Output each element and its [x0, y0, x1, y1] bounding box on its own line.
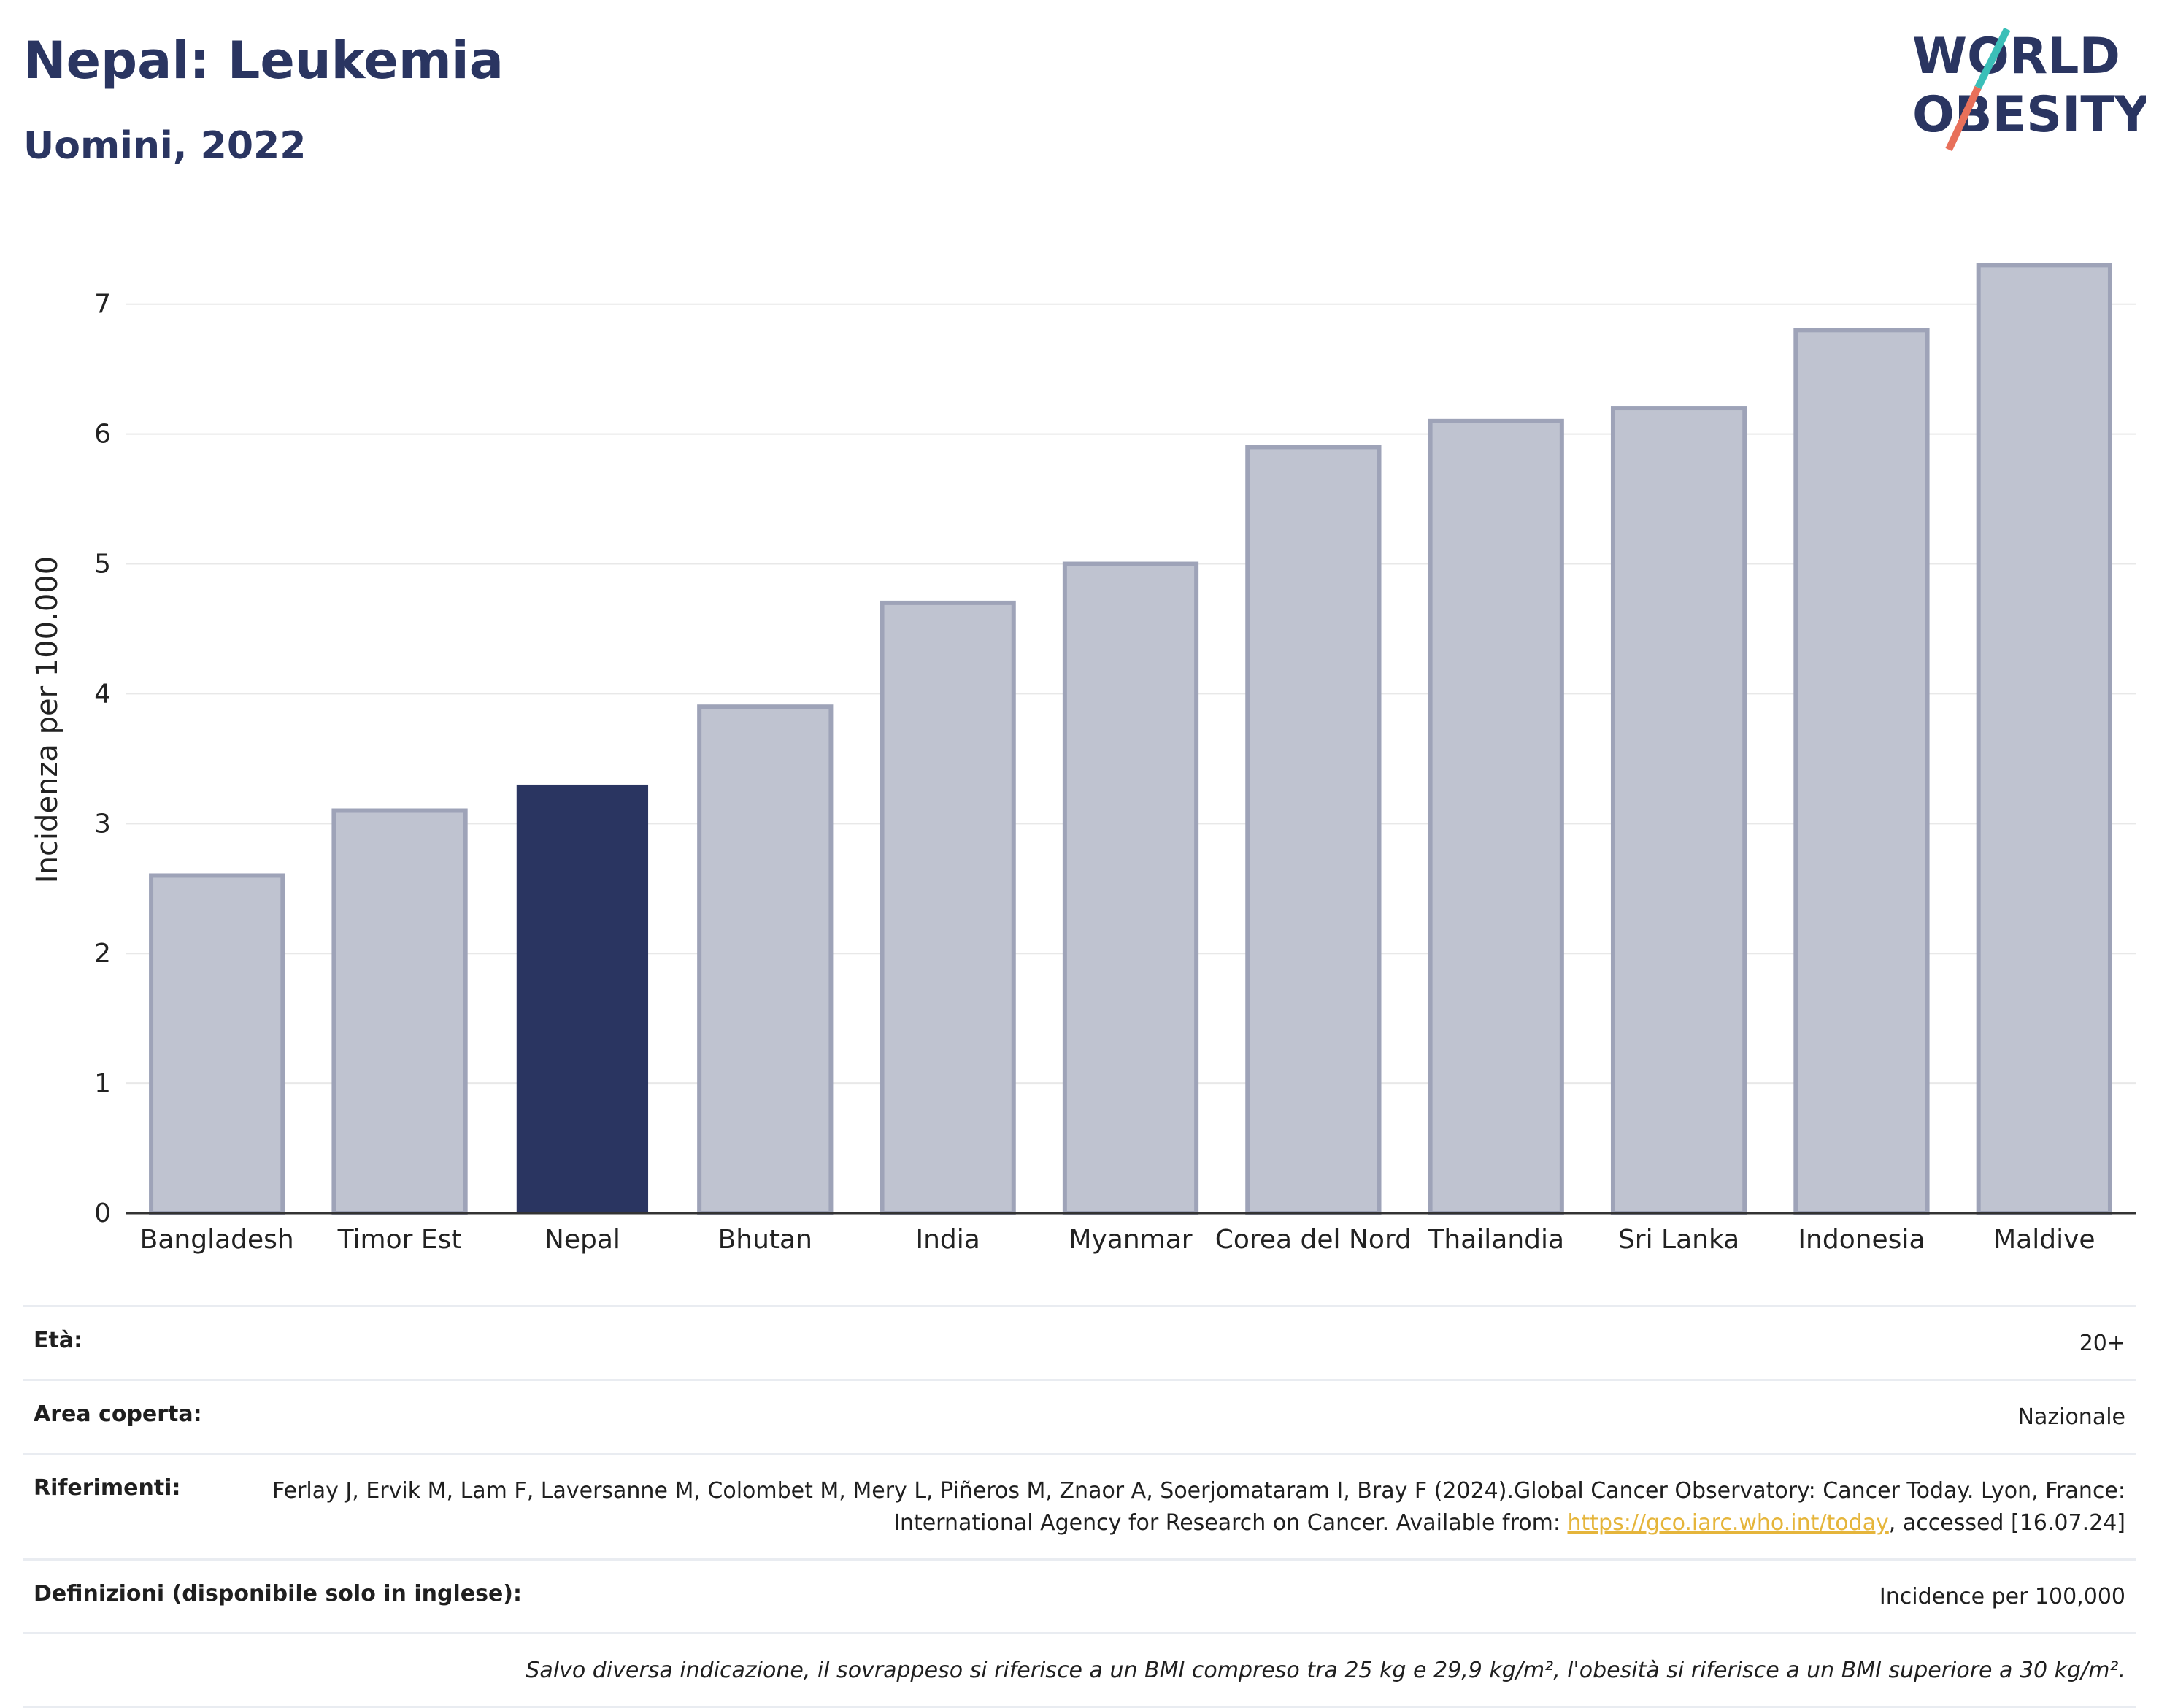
bar-chart: 0 1 2 3 4 5 6 7 Bangladesh Timor Est Nepal Bhutan I… [31, 263, 2136, 1255]
definitions-value: Incidence per 100,000 [1879, 1584, 2125, 1609]
page-title: Nepal: Leukemia [23, 31, 504, 91]
y-axis-ticks: 0 1 2 3 4 5 6 7 [94, 290, 111, 1228]
y-tick-label: 7 [94, 290, 111, 320]
info-row-definitions: Definizioni (disponibile solo in inglese… [23, 1558, 2136, 1632]
area-value: Nazionale [2017, 1404, 2125, 1430]
x-tick-label: Corea del Nord [1215, 1225, 1412, 1255]
age-label: Età: [34, 1328, 83, 1353]
info-table: Età: 20+ Area coperta: Nazionale Riferim… [23, 1305, 2136, 1708]
y-axis-label: Incidenza per 100.000 [31, 556, 64, 883]
x-tick-label: Timor Est [337, 1225, 462, 1255]
bar-nepal [516, 784, 649, 1213]
age-value: 20+ [2079, 1331, 2125, 1356]
logo-line1: WORLD [1912, 28, 2120, 85]
definitions-label: Definizioni (disponibile solo in inglese… [34, 1581, 522, 1607]
world-obesity-logo: WORLD OBESITY [1912, 27, 2146, 152]
x-tick-label: Maldive [1993, 1225, 2095, 1255]
y-tick-label: 0 [94, 1199, 111, 1228]
references-value: Ferlay J, Ervik M, Lam F, Laversanne M, … [209, 1475, 2125, 1539]
x-tick-label: Sri Lanka [1618, 1225, 1739, 1255]
x-tick-label: Bangladesh [140, 1225, 294, 1255]
bar-timor-est [331, 808, 468, 1215]
page-subtitle: Uomini, 2022 [23, 124, 307, 168]
info-row-age: Età: 20+ [23, 1305, 2136, 1379]
y-tick-label: 3 [94, 809, 111, 839]
logo-line2: OBESITY [1912, 86, 2146, 144]
x-tick-label: Thailandia [1427, 1225, 1564, 1255]
bars [149, 263, 2112, 1216]
info-row-note: Salvo diversa indicazione, il sovrappeso… [23, 1632, 2136, 1708]
x-axis-ticks: Bangladesh Timor Est Nepal Bhutan India Myanm… [140, 1225, 2096, 1255]
x-tick-label: Indonesia [1798, 1225, 1925, 1255]
bar-india [880, 600, 1016, 1215]
y-tick-label: 5 [94, 550, 111, 580]
bar-maldive [1976, 263, 2112, 1216]
x-tick-label: Myanmar [1069, 1225, 1192, 1255]
references-suffix: , accessed [16.07.24] [1888, 1510, 2125, 1536]
bar-myanmar [1062, 561, 1199, 1215]
references-label: Riferimenti: [34, 1475, 181, 1501]
references-text: Ferlay J, Ervik M, Lam F, Laversanne M, … [272, 1478, 2125, 1536]
x-tick-label: Bhutan [718, 1225, 812, 1255]
y-tick-label: 4 [94, 679, 111, 709]
logo-slash-teal [1974, 27, 2011, 90]
area-label: Area coperta: [34, 1401, 202, 1427]
bar-bhutan [697, 704, 834, 1215]
x-tick-label: Nepal [544, 1225, 620, 1255]
info-row-references: Riferimenti: Ferlay J, Ervik M, Lam F, L… [23, 1453, 2136, 1558]
references-link[interactable]: https://gco.iarc.who.int/today [1567, 1510, 1889, 1536]
bar-thailandia [1428, 418, 1564, 1215]
y-tick-label: 1 [94, 1069, 111, 1099]
x-tick-label: India [915, 1225, 980, 1255]
bmi-note: Salvo diversa indicazione, il sovrappeso… [526, 1658, 2125, 1683]
bar-indonesia [1793, 328, 1930, 1215]
bar-bangladesh [149, 873, 285, 1215]
logo-slash-coral [1945, 85, 1982, 152]
info-row-area: Area coperta: Nazionale [23, 1379, 2136, 1453]
y-tick-label: 6 [94, 420, 111, 450]
y-tick-label: 2 [94, 939, 111, 969]
bar-corea-del-nord [1245, 445, 1382, 1216]
bar-sri-lanka [1610, 406, 1747, 1216]
